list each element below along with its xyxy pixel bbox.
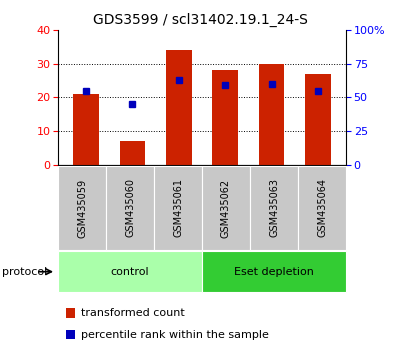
- Bar: [259, 64, 284, 165]
- Text: GSM435061: GSM435061: [173, 178, 183, 238]
- Bar: [305, 74, 331, 165]
- Bar: [73, 94, 99, 165]
- Text: GSM435063: GSM435063: [269, 178, 279, 238]
- Bar: [212, 70, 238, 165]
- Text: GSM435060: GSM435060: [125, 178, 135, 238]
- Text: protocol: protocol: [2, 267, 47, 277]
- Text: GSM435059: GSM435059: [77, 178, 87, 238]
- Text: percentile rank within the sample: percentile rank within the sample: [81, 330, 269, 339]
- Text: control: control: [111, 267, 149, 277]
- Bar: [120, 141, 145, 165]
- Text: GDS3599 / scl31402.19.1_24-S: GDS3599 / scl31402.19.1_24-S: [92, 12, 308, 27]
- Bar: [166, 50, 192, 165]
- Text: GSM435062: GSM435062: [221, 178, 231, 238]
- Text: Eset depletion: Eset depletion: [234, 267, 314, 277]
- Text: GSM435064: GSM435064: [317, 178, 327, 238]
- Text: transformed count: transformed count: [81, 308, 184, 318]
